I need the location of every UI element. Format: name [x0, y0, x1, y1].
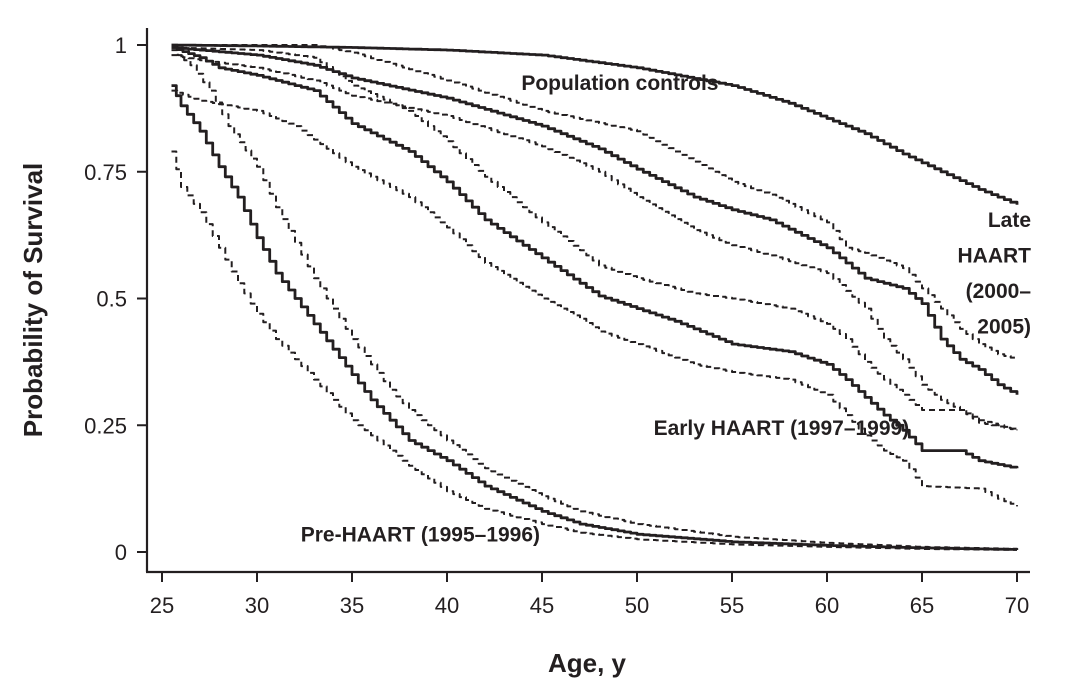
y-ticks: 0 0.25 0.5 0.75 1 [84, 33, 147, 565]
x-tick-label: 30 [245, 593, 269, 618]
x-tick-label: 65 [910, 593, 934, 618]
annotation-label: 2005) [977, 315, 1031, 338]
y-tick-label: 1 [115, 33, 127, 58]
annotation-label: (2000– [966, 280, 1032, 303]
confidence-band-line-8 [171, 49, 1018, 550]
plot-area [171, 43, 1019, 551]
survival-curve-7 [171, 84, 1019, 551]
annotation-label: HAART [958, 244, 1032, 267]
annotations: Population controls Late HAART (2000– 2005) E… [301, 72, 1032, 546]
x-tick-label: 55 [720, 593, 744, 618]
annotation-label: Pre-HAART (1995–1996) [301, 523, 540, 546]
x-tick-label: 25 [150, 593, 174, 618]
annotation-label: Late [988, 209, 1031, 232]
y-tick-label: 0.75 [84, 160, 127, 185]
confidence-band-line-6 [171, 89, 1018, 507]
y-tick-label: 0.25 [84, 413, 127, 438]
y-tick-label: 0.5 [96, 287, 127, 312]
confidence-band-line-3 [171, 54, 1018, 431]
survival-curve-1 [171, 46, 1019, 395]
survival-curve-0 [171, 43, 1019, 205]
x-tick-label: 45 [530, 593, 554, 618]
annotation-label: Early HAART (1997–1999) [654, 417, 910, 440]
x-tick-label: 70 [1005, 593, 1029, 618]
confidence-band-line-9 [171, 150, 1018, 551]
x-tick-label: 60 [815, 593, 839, 618]
x-ticks: 25 30 35 40 45 50 55 60 65 70 [150, 572, 1029, 618]
confidence-band-line-2 [171, 44, 1018, 360]
x-tick-label: 35 [340, 593, 364, 618]
confidence-band-line-5 [171, 46, 1018, 431]
annotation-label: Population controls [521, 72, 718, 95]
x-tick-label: 50 [625, 593, 649, 618]
y-axis-title: Probability of Survival [18, 163, 48, 438]
survival-curve-4 [171, 46, 1019, 469]
x-tick-label: 40 [435, 593, 459, 618]
y-tick-label: 0 [115, 540, 127, 565]
x-axis-title: Age, y [548, 648, 627, 678]
